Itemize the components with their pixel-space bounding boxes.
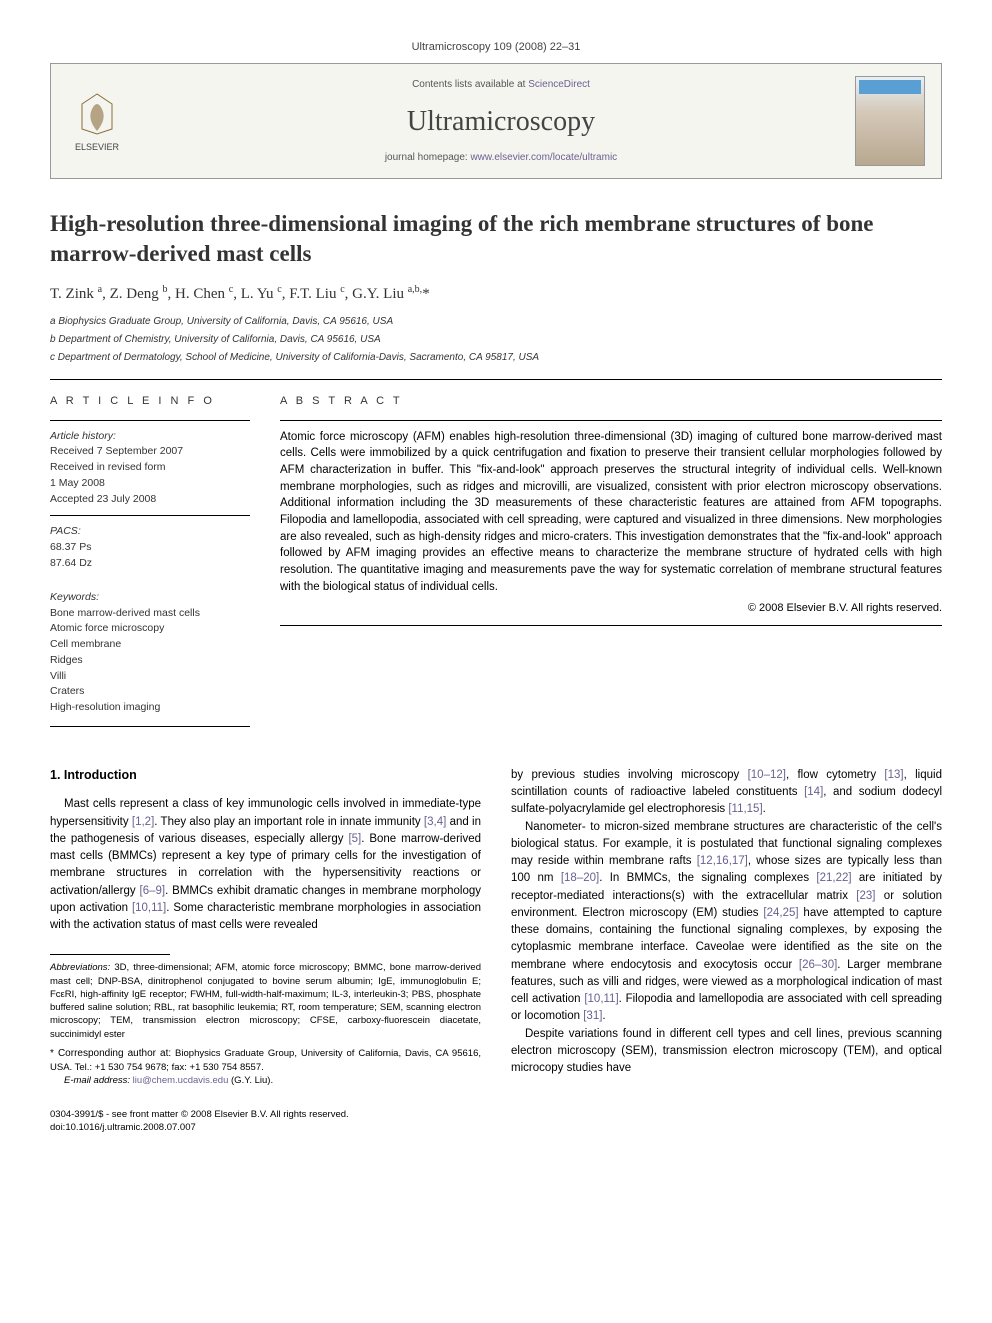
keyword: Atomic force microscopy [50, 621, 250, 637]
copyright-line: © 2008 Elsevier B.V. All rights reserved… [280, 601, 942, 616]
footnote-separator [50, 954, 170, 955]
pacs-code: 68.37 Ps [50, 540, 250, 556]
homepage-line: journal homepage: www.elsevier.com/locat… [147, 151, 855, 165]
abstract-heading: A B S T R A C T [280, 394, 942, 409]
page-footer: 0304-3991/$ - see front matter © 2008 El… [50, 1108, 942, 1135]
abstract-text: Atomic force microscopy (AFM) enables hi… [280, 429, 942, 596]
journal-title: Ultramicroscopy [147, 102, 855, 141]
sciencedirect-link[interactable]: ScienceDirect [528, 79, 590, 90]
abbrev-text: 3D, three-dimensional; AFM, atomic force… [50, 962, 481, 1039]
journal-issue-line: Ultramicroscopy 109 (2008) 22–31 [50, 40, 942, 55]
affiliation: a Biophysics Graduate Group, University … [50, 315, 942, 329]
pacs-block: PACS: 68.37 Ps 87.64 Dz [50, 524, 250, 571]
keyword: Craters [50, 684, 250, 700]
abbrev-label: Abbreviations: [50, 962, 110, 973]
affiliation: c Department of Dermatology, School of M… [50, 351, 942, 365]
history-line: Received in revised form [50, 460, 250, 476]
elsevier-logo-text: ELSEVIER [75, 141, 119, 154]
keyword: Villi [50, 669, 250, 685]
journal-header-box: ELSEVIER Contents lists available at Sci… [50, 63, 942, 179]
divider [50, 379, 942, 380]
elsevier-logo: ELSEVIER [67, 86, 127, 156]
email-footnote: E-mail address: liu@chem.ucdavis.edu (G.… [50, 1074, 481, 1087]
footer-doi: doi:10.1016/j.ultramic.2008.07.007 [50, 1121, 942, 1134]
email-label: E-mail address: [64, 1075, 130, 1086]
email-link[interactable]: liu@chem.ucdavis.edu [133, 1075, 229, 1086]
article-title: High-resolution three-dimensional imagin… [50, 209, 942, 269]
history-line: 1 May 2008 [50, 476, 250, 492]
journal-cover-thumbnail [855, 76, 925, 166]
abbreviations-footnote: Abbreviations: 3D, three-dimensional; AF… [50, 961, 481, 1041]
keywords-block: Keywords: Bone marrow-derived mast cells… [50, 590, 250, 716]
pacs-code: 87.64 Dz [50, 556, 250, 572]
corresponding-author-footnote: * Corresponding author at: Biophysics Gr… [50, 1047, 481, 1074]
keyword: Cell membrane [50, 637, 250, 653]
affiliations-block: a Biophysics Graduate Group, University … [50, 315, 942, 365]
article-history: Article history: Received 7 September 20… [50, 429, 250, 508]
article-info-heading: A R T I C L E I N F O [50, 394, 250, 409]
author-list: T. Zink a, Z. Deng b, H. Chen c, L. Yu c… [50, 283, 942, 305]
pacs-label: PACS: [50, 524, 250, 540]
section-heading-introduction: 1. Introduction [50, 767, 481, 785]
email-suffix: (G.Y. Liu). [228, 1075, 273, 1086]
contents-prefix: Contents lists available at [412, 79, 528, 90]
corr-label: * Corresponding author at: [50, 1048, 171, 1059]
keywords-label: Keywords: [50, 590, 250, 606]
keyword: Ridges [50, 653, 250, 669]
keyword: High-resolution imaging [50, 700, 250, 716]
history-line: Accepted 23 July 2008 [50, 492, 250, 508]
homepage-link[interactable]: www.elsevier.com/locate/ultramic [470, 152, 617, 163]
history-line: Received 7 September 2007 [50, 444, 250, 460]
contents-available-line: Contents lists available at ScienceDirec… [147, 78, 855, 92]
keyword: Bone marrow-derived mast cells [50, 606, 250, 622]
footer-front-matter: 0304-3991/$ - see front matter © 2008 El… [50, 1108, 942, 1121]
affiliation: b Department of Chemistry, University of… [50, 333, 942, 347]
body-paragraph: Mast cells represent a class of key immu… [50, 796, 481, 934]
body-paragraph: by previous studies involving microscopy… [511, 767, 942, 1078]
homepage-prefix: journal homepage: [385, 152, 471, 163]
history-label: Article history: [50, 429, 250, 445]
